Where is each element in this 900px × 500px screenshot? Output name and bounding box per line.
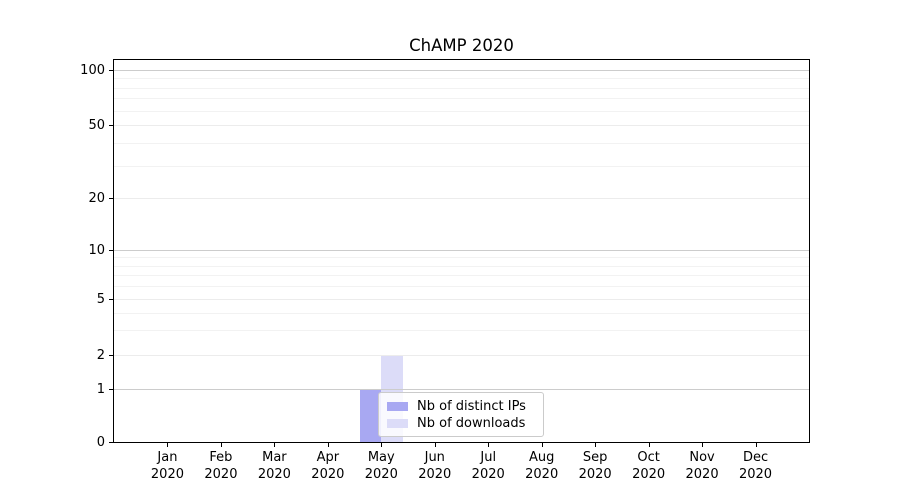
gridline-minor xyxy=(114,286,809,288)
x-tick-mark xyxy=(488,443,490,447)
y-tick-label: 2 xyxy=(96,348,105,363)
x-tick-mark xyxy=(274,443,276,447)
gridline-major xyxy=(114,250,809,251)
y-tick-mark xyxy=(109,250,113,251)
gridline-major xyxy=(114,125,809,126)
gridline-minor xyxy=(114,330,809,332)
x-tick-label: Dec 2020 xyxy=(738,450,773,482)
y-tick-mark xyxy=(109,299,113,300)
legend-label: Nb of distinct IPs xyxy=(417,399,526,414)
legend-swatch xyxy=(387,419,408,428)
plot-area xyxy=(113,59,810,443)
y-tick-mark xyxy=(109,198,113,199)
x-tick-label: Jan 2020 xyxy=(150,450,184,482)
y-tick-label: 20 xyxy=(88,191,105,206)
x-tick-mark xyxy=(755,443,757,447)
x-tick-mark xyxy=(595,443,597,447)
gridline-minor xyxy=(114,98,809,100)
y-tick-label: 0 xyxy=(96,435,105,450)
x-tick-label: Nov 2020 xyxy=(685,450,719,482)
legend-item: Nb of distinct IPs xyxy=(387,398,535,415)
x-tick-mark xyxy=(381,443,383,447)
x-tick-mark xyxy=(541,443,543,447)
gridline-minor xyxy=(114,165,809,167)
x-tick-mark xyxy=(220,443,222,447)
x-tick-mark xyxy=(702,443,704,447)
x-tick-label: Feb 2020 xyxy=(204,450,238,482)
y-tick-mark xyxy=(109,389,113,390)
gridline-minor xyxy=(114,87,809,89)
x-tick-label: Aug 2020 xyxy=(525,450,559,482)
chart-title: ChAMP 2020 xyxy=(409,36,514,55)
y-tick-label: 1 xyxy=(96,382,105,397)
y-tick-label: 10 xyxy=(88,243,105,258)
legend-item: Nb of downloads xyxy=(387,415,535,432)
y-tick-label: 5 xyxy=(96,292,105,307)
y-tick-mark xyxy=(109,355,113,356)
y-tick-mark xyxy=(109,442,113,443)
gridline-minor xyxy=(114,257,809,259)
x-tick-label: Sep 2020 xyxy=(578,450,612,482)
x-tick-mark xyxy=(648,443,650,447)
gridline-minor xyxy=(114,265,809,267)
gridline-minor xyxy=(114,78,809,80)
gridline-minor xyxy=(114,142,809,144)
y-tick-mark xyxy=(109,70,113,71)
legend-swatch xyxy=(387,402,408,411)
gridline-major xyxy=(114,389,809,390)
bar-distinct-ips xyxy=(359,389,382,442)
x-tick-label: Mar 2020 xyxy=(257,450,291,482)
gridline-major xyxy=(114,198,809,199)
x-tick-mark xyxy=(327,443,329,447)
y-tick-mark xyxy=(109,125,113,126)
y-tick-label: 100 xyxy=(80,63,105,78)
gridline-major xyxy=(114,355,809,356)
x-tick-label: Jun 2020 xyxy=(418,450,452,482)
x-tick-label: Jul 2020 xyxy=(471,450,505,482)
x-tick-label: May 2020 xyxy=(364,450,398,482)
gridline-minor xyxy=(114,110,809,112)
x-tick-label: Apr 2020 xyxy=(311,450,345,482)
legend-label: Nb of downloads xyxy=(417,416,526,431)
y-tick-label: 50 xyxy=(88,118,105,133)
x-tick-label: Oct 2020 xyxy=(632,450,666,482)
gridline-minor xyxy=(114,312,809,314)
legend: Nb of distinct IPs Nb of downloads xyxy=(378,392,544,437)
x-tick-mark xyxy=(167,443,169,447)
gridline-major xyxy=(114,299,809,300)
gridline-major xyxy=(114,70,809,71)
gridline-minor xyxy=(114,275,809,277)
x-tick-mark xyxy=(434,443,436,447)
